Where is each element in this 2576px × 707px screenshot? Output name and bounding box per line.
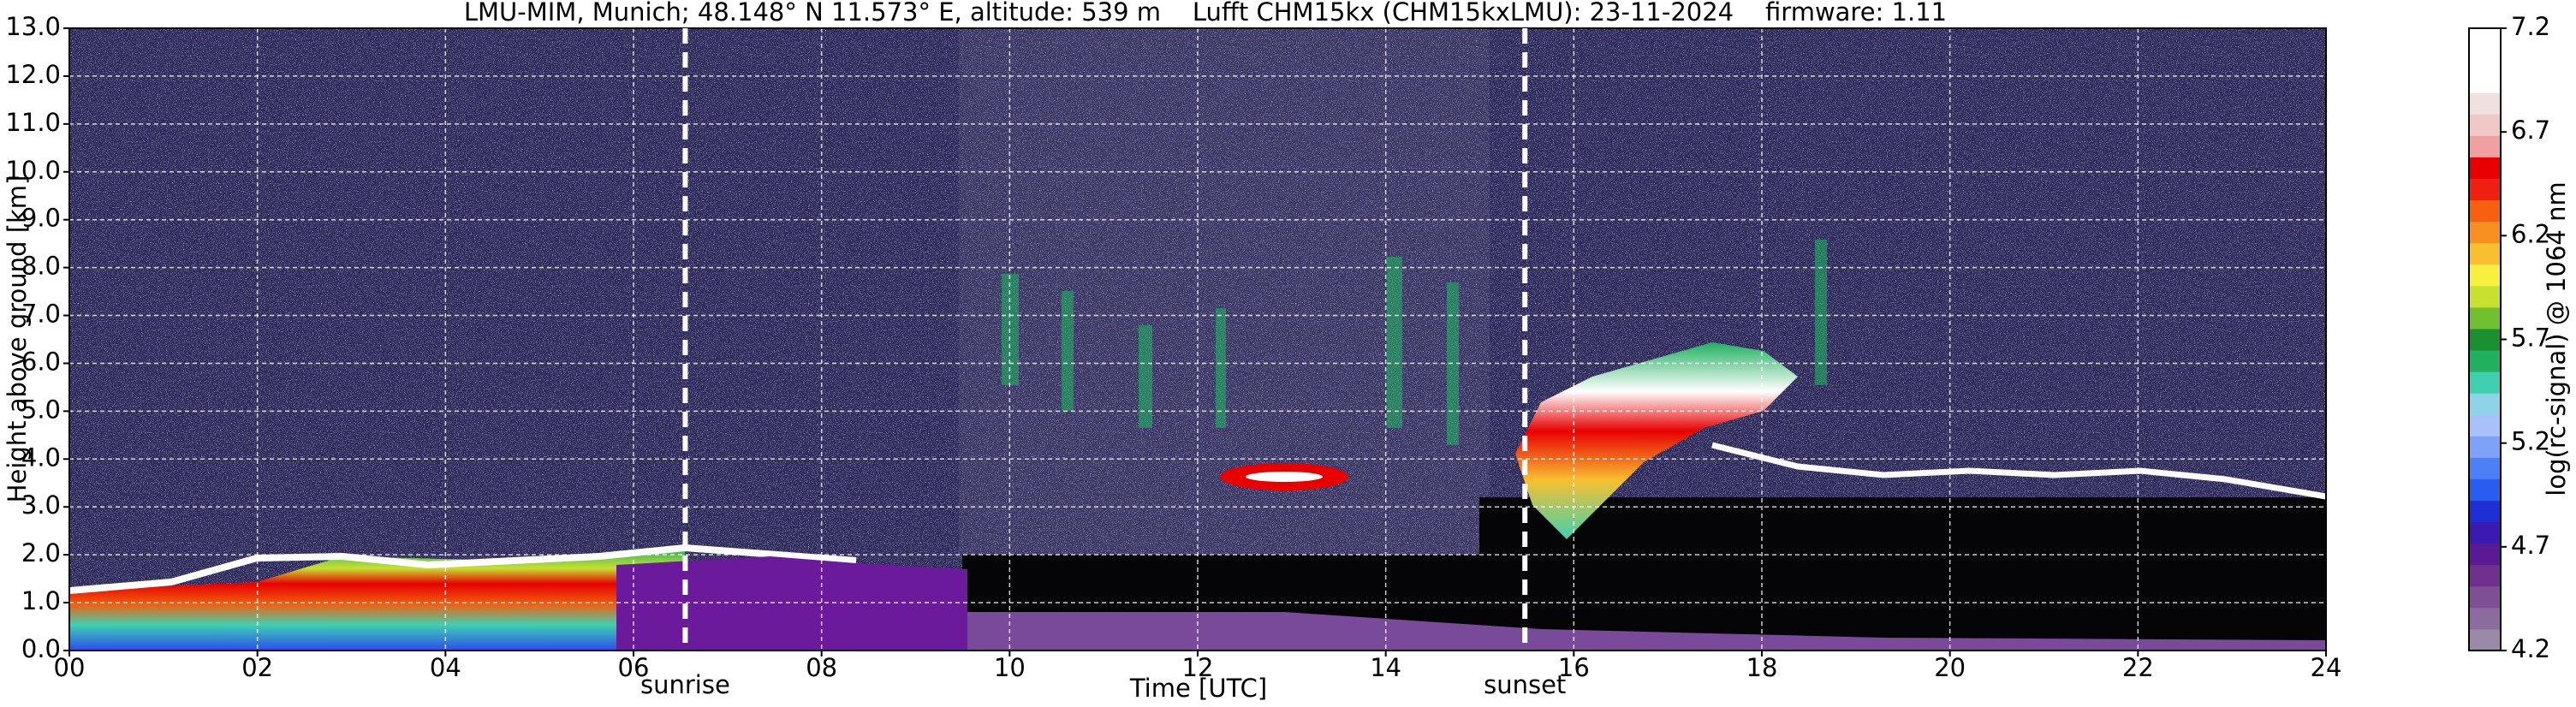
x-tick-label: 12 <box>1182 653 1214 682</box>
colorbar-segment <box>2469 221 2501 244</box>
colorbar-segment <box>2469 350 2501 372</box>
x-tick-label: 18 <box>1746 653 1778 682</box>
colorbar-segment <box>2469 393 2501 415</box>
colorbar-segment <box>2469 264 2501 287</box>
y-tick-label: 11.0 <box>5 108 61 137</box>
event-label: sunset <box>1484 670 1566 699</box>
x-tick-label: 06 <box>618 653 650 682</box>
y-tick-label: 8.0 <box>21 252 61 281</box>
y-tick-label: 9.0 <box>21 204 61 233</box>
colorbar-segment <box>2469 242 2501 265</box>
colorbar-segment <box>2469 50 2501 72</box>
surface-layer <box>967 612 2326 651</box>
plot-frame <box>68 27 2327 651</box>
colorbar-tick-label: 4.7 <box>2511 531 2550 560</box>
x-tick-label: 24 <box>2311 653 2342 682</box>
y-tick-label: 4.0 <box>21 443 61 472</box>
x-tick-label: 14 <box>1370 653 1401 682</box>
colorbar-segment <box>2469 135 2501 157</box>
x-tick-label: 04 <box>430 653 461 682</box>
colorbar-segment <box>2469 564 2501 587</box>
chart-title: LMU-MIM, Munich; 48.148° N 11.573° E, al… <box>464 0 1947 27</box>
colorbar-segment <box>2469 500 2501 523</box>
colorbar-segment <box>2469 114 2501 136</box>
colorbar-segment <box>2469 521 2501 544</box>
x-tick-label: 22 <box>2122 653 2154 682</box>
colorbar-tick-label: 6.7 <box>2511 116 2550 145</box>
colorbar-tick-label: 5.7 <box>2511 324 2550 353</box>
y-tick-label: 3.0 <box>21 490 61 520</box>
colorbar-segment <box>2469 328 2501 351</box>
colorbar-tick-label: 4.2 <box>2511 634 2550 663</box>
colorbar-segment <box>2469 607 2501 630</box>
y-tick-label: 6.0 <box>21 347 61 376</box>
colorbar-segment <box>2469 478 2501 502</box>
boundary-layer <box>69 548 688 651</box>
colorbar-segment <box>2469 628 2501 651</box>
boundary-top <box>69 544 857 594</box>
colorbar-segment <box>2469 28 2501 50</box>
y-tick-label: 2.0 <box>21 538 61 567</box>
x-tick-label: 00 <box>54 653 86 682</box>
y-axis-label: Height above ground [km] <box>3 175 32 503</box>
x-tick-label: 08 <box>806 653 837 682</box>
colorbar-segment <box>2469 178 2501 201</box>
event-label: sunrise <box>640 670 730 699</box>
cloud <box>1246 472 1323 482</box>
x-tick-label: 02 <box>241 653 273 682</box>
cloud <box>1515 342 1798 539</box>
x-tick-label: 10 <box>994 653 1026 682</box>
colorbar-segment <box>2469 585 2501 609</box>
x-axis-label: Time [UTC] <box>1129 674 1267 703</box>
colorbar-segment <box>2469 457 2501 479</box>
y-tick-label: 10.0 <box>5 156 61 185</box>
colorbar-tick-label: 6.2 <box>2511 219 2550 248</box>
colorbar-segment <box>2469 92 2501 115</box>
y-tick-label: 0.0 <box>21 634 61 663</box>
colorbar-segment <box>2469 543 2501 566</box>
colorbar-segment <box>2469 157 2501 179</box>
colorbar-segment <box>2469 436 2501 458</box>
colorbar-segment <box>2469 371 2501 394</box>
clear-region <box>962 497 2326 651</box>
colorbar-label: log(rc-signal) @ 1064 nm <box>2542 181 2571 496</box>
y-tick-label: 13.0 <box>5 12 61 41</box>
colorbar-segment <box>2469 306 2501 330</box>
colorbar-tick-label: 7.2 <box>2511 12 2550 41</box>
x-tick-label: 16 <box>1558 653 1590 682</box>
colorbar-segment <box>2469 285 2501 308</box>
y-tick-label: 5.0 <box>21 395 61 424</box>
cloud-line <box>1711 442 2326 500</box>
residual-layer <box>616 556 967 651</box>
colorbar-segment <box>2469 71 2501 93</box>
y-tick-label: 1.0 <box>21 586 61 615</box>
x-tick-label: 20 <box>1934 653 1966 682</box>
colorbar-segment <box>2469 199 2501 223</box>
y-tick-label: 7.0 <box>21 300 61 329</box>
colorbar-tick-label: 5.2 <box>2511 427 2550 456</box>
y-tick-label: 12.0 <box>5 60 61 89</box>
colorbar-segment <box>2469 414 2501 437</box>
